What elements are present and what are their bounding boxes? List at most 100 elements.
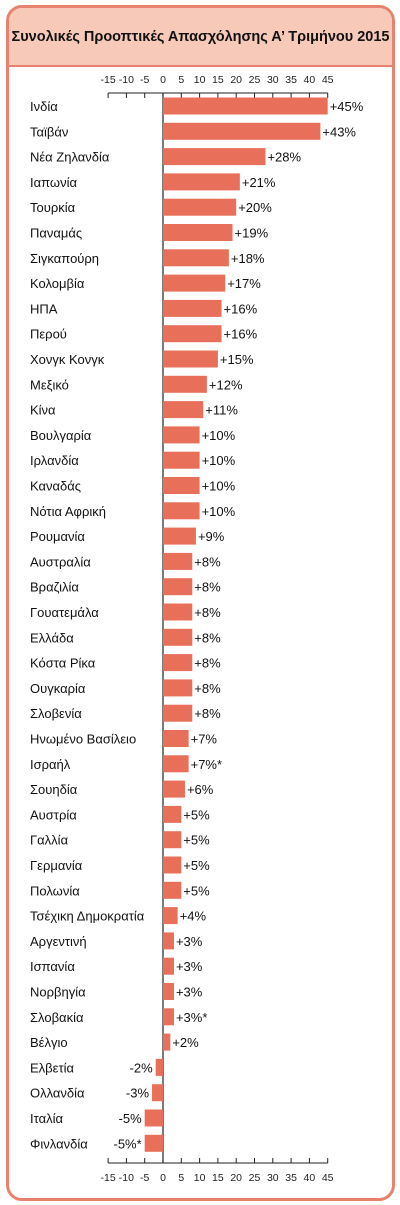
value-label: +20% <box>238 200 272 215</box>
value-label: +8% <box>194 656 221 671</box>
top-tick-label: 0 <box>160 74 166 86</box>
category-label: Γαλλία <box>30 833 69 848</box>
bar <box>163 375 207 393</box>
category-label: Πολωνία <box>30 883 80 898</box>
category-label: Ισπανία <box>30 959 75 974</box>
bar <box>163 299 222 317</box>
bottom-tick-label: 20 <box>230 1172 242 1184</box>
bottom-tick-label: 35 <box>285 1172 297 1184</box>
bar <box>144 1134 163 1152</box>
category-label: Νέα Ζηλανδία <box>30 150 110 165</box>
bar <box>163 654 193 672</box>
bar <box>155 1058 163 1076</box>
bottom-tick-label: 25 <box>249 1172 261 1184</box>
top-tick-label: -10 <box>119 74 134 86</box>
category-label: Ρουμανία <box>30 529 85 544</box>
category-label: Βέλγιο <box>30 1035 68 1050</box>
top-tick-label: 40 <box>304 74 316 86</box>
category-label: Σιγκαπούρη <box>30 251 99 266</box>
category-label: Νορβηγία <box>30 985 86 1000</box>
top-tick-label: 30 <box>267 74 279 86</box>
top-tick-label: 10 <box>194 74 206 86</box>
category-label: Γουατεμάλα <box>30 605 99 620</box>
value-label: +15% <box>220 352 254 367</box>
bar-chart: -15-15-10-10-5-5005510101515202025253030… <box>30 74 364 1184</box>
category-label: Περού <box>30 327 67 342</box>
category-label: Αυστραλία <box>30 554 91 569</box>
bottom-tick-label: 40 <box>304 1172 316 1184</box>
bar <box>163 603 193 621</box>
category-label: Σουηδία <box>30 782 78 797</box>
top-tick-label: -15 <box>101 74 116 86</box>
bar <box>163 148 266 166</box>
value-label: +28% <box>267 150 301 165</box>
bar <box>163 552 193 570</box>
category-label: ΗΠΑ <box>30 301 58 316</box>
bar <box>163 907 178 925</box>
category-label: Ηνωμένο Βασίλειο <box>30 732 136 747</box>
category-label: Ελβετία <box>30 1060 74 1075</box>
bar <box>163 527 196 545</box>
category-label: Μεξικό <box>30 377 69 392</box>
bar <box>163 983 174 1000</box>
category-label: Αυστρία <box>30 807 77 822</box>
bar <box>163 274 226 292</box>
bottom-tick-label: -10 <box>119 1172 134 1184</box>
bar <box>163 173 240 191</box>
category-label: Ιαπωνία <box>30 175 77 190</box>
value-label: +8% <box>194 554 221 569</box>
bar <box>163 249 229 267</box>
bar <box>163 350 218 368</box>
value-label: +3% <box>176 934 203 949</box>
bar <box>163 578 193 596</box>
category-label: Ινδία <box>30 99 58 114</box>
category-label: Σλοβακία <box>30 1010 84 1025</box>
bar <box>163 401 204 419</box>
category-label: Νότια Αφρική <box>30 504 106 519</box>
top-tick-label: 35 <box>285 74 297 86</box>
category-label: Ιταλία <box>30 1111 63 1126</box>
value-label: +11% <box>205 403 238 418</box>
value-label: +17% <box>227 276 261 291</box>
category-label: Γερμανία <box>30 858 83 873</box>
category-label: Βραζιλία <box>30 580 79 595</box>
bar <box>152 1084 163 1102</box>
bar <box>163 831 182 849</box>
value-label: +4% <box>180 909 207 924</box>
value-label: +43% <box>322 124 356 139</box>
value-label: +10% <box>202 504 236 519</box>
bar <box>163 957 174 975</box>
bar <box>163 224 233 241</box>
value-label: +3% <box>176 985 203 1000</box>
chart-card: Συνολικές Προοπτικές Απασχόλησης Α’ Τριμ… <box>6 5 395 1201</box>
value-label: +16% <box>224 301 258 316</box>
category-label: Ουγκαρία <box>30 681 86 696</box>
bar <box>163 1008 174 1026</box>
value-label: -3% <box>126 1086 150 1101</box>
value-label: +7%* <box>191 757 222 772</box>
bottom-tick-label: 0 <box>160 1172 166 1184</box>
category-label: Ελλάδα <box>30 630 74 645</box>
bar <box>163 805 182 823</box>
bar <box>163 502 200 520</box>
bar <box>163 97 328 115</box>
category-label: Τουρκία <box>30 200 76 215</box>
value-label: +2% <box>172 1035 199 1050</box>
value-label: +18% <box>231 251 265 266</box>
chart-title: Συνολικές Προοπτικές Απασχόλησης Α’ Τριμ… <box>11 28 390 45</box>
value-label: +5% <box>183 883 210 898</box>
value-label: +3% <box>176 959 203 974</box>
value-label: +8% <box>194 605 221 620</box>
top-tick-label: 20 <box>230 74 242 86</box>
value-label: +12% <box>209 377 243 392</box>
bottom-tick-label: 45 <box>322 1172 334 1184</box>
bottom-tick-label: 10 <box>194 1172 206 1184</box>
value-label: +9% <box>198 529 225 544</box>
value-label: +8% <box>194 630 221 645</box>
bar <box>163 628 193 646</box>
value-label: -5%* <box>114 1136 142 1151</box>
value-label: +8% <box>194 580 221 595</box>
top-tick-label: 5 <box>178 74 184 86</box>
category-label: Βουλγαρία <box>30 428 92 443</box>
bottom-tick-label: 5 <box>178 1172 184 1184</box>
